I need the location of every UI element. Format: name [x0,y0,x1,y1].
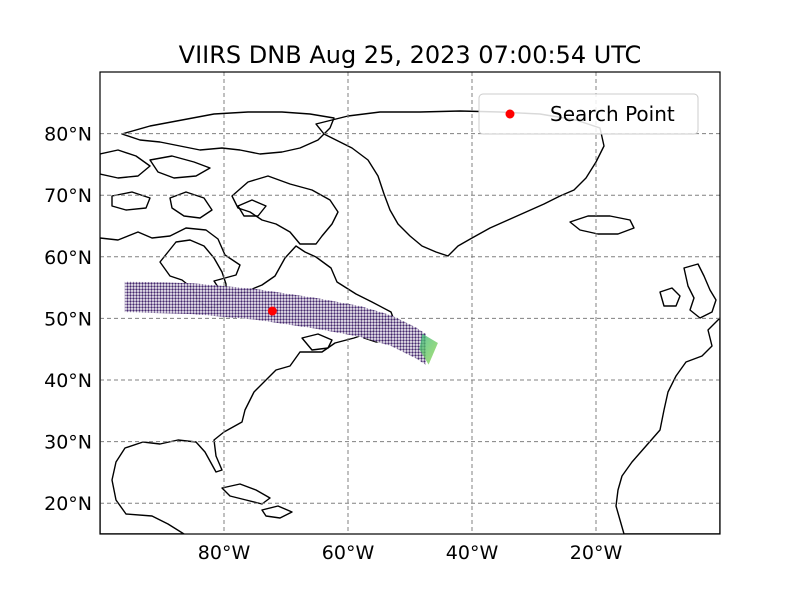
coastline-arctic-island-2 [149,155,211,179]
coastline-arctic-island-1 [100,149,151,179]
y-tick-label: 20°N [44,493,92,515]
x-tick-label: 20°W [570,542,623,564]
x-tick-label: 80°W [198,542,251,564]
chart-title: VIIRS DNB Aug 25, 2023 07:00:54 UTC [179,41,642,69]
coastline-arctic-island-3 [111,191,151,211]
coastline-ellesmere-island [121,111,335,155]
y-tick-label: 70°N [44,185,92,207]
coastline-cuba [221,483,271,505]
coastline-north-america [100,227,395,534]
x-tick-label: 60°W [322,542,375,564]
swath-edge-bright [419,333,438,365]
coastline-ireland [659,287,681,307]
y-tick-label: 80°N [44,124,92,146]
legend-label-search-point: Search Point [550,102,675,126]
coastline-baffin-island [231,175,339,245]
map-layers [100,72,720,534]
coastline-europe-africa [615,317,720,534]
y-tick-label: 40°N [44,370,92,392]
y-tick-label: 30°N [44,432,92,454]
legend-frame [478,93,699,135]
legend: Search Point [478,93,699,135]
x-axis-ticks: 80°W 60°W 40°W 20°W [198,542,623,564]
search-point-marker [267,306,277,316]
coastline-arctic-island-5 [237,199,267,217]
legend-marker-search-point [505,109,515,119]
coastline-great-britain [683,263,717,319]
coastline-arctic-island-4 [169,191,213,219]
coastline-hispaniola [261,505,293,519]
x-tick-label: 40°W [446,542,499,564]
viirs-swath [124,281,438,365]
y-tick-label: 60°N [44,247,92,269]
coastline-nova-scotia [301,333,333,351]
y-tick-label: 50°N [44,308,92,330]
plot-frame [99,71,721,535]
coastline-iceland [569,215,635,235]
swath-body [124,281,426,365]
y-axis-ticks: 20°N 30°N 40°N 50°N 60°N 70°N 80°N [44,124,92,516]
gridlines [100,72,720,534]
